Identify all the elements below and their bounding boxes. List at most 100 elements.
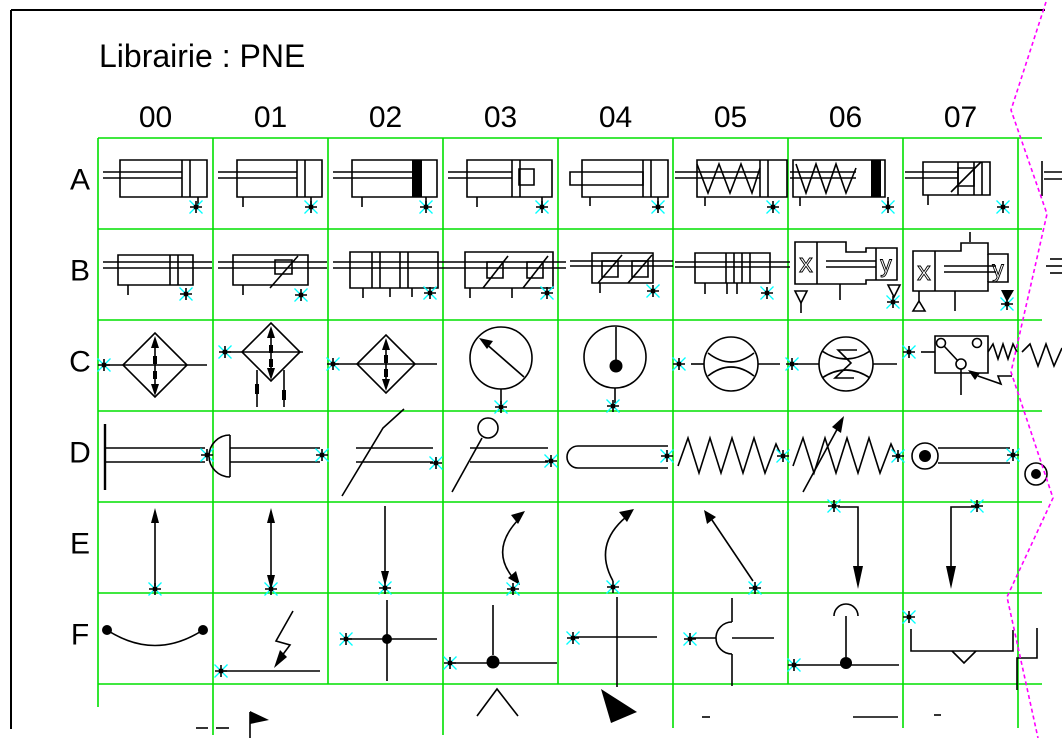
cell-D07[interactable] <box>911 442 1021 470</box>
cell-G04 <box>601 689 637 723</box>
cell-C06[interactable] <box>784 336 898 392</box>
insertion-marker <box>428 455 444 471</box>
cell-B04[interactable] <box>570 252 673 299</box>
cell-A04[interactable] <box>569 159 669 215</box>
cell-A02[interactable] <box>333 159 438 215</box>
insertion-marker <box>995 199 1011 215</box>
insertion-marker <box>901 609 917 625</box>
cell-C00[interactable] <box>96 331 208 399</box>
cell-D02[interactable] <box>341 408 444 497</box>
slot-actuator-icon <box>566 445 668 469</box>
cell-A06[interactable] <box>790 159 896 215</box>
cell-F00[interactable] <box>102 625 208 647</box>
cell-A00[interactable] <box>103 159 208 215</box>
cell-C08 <box>1021 341 1062 369</box>
insertion-marker <box>303 199 319 215</box>
cell-D00[interactable] <box>103 424 215 490</box>
insertion-marker <box>671 356 687 372</box>
filter-diamond-icon <box>333 333 437 395</box>
insertion-marker <box>759 285 775 301</box>
cell-A03[interactable] <box>448 159 553 215</box>
cell-F02[interactable] <box>338 600 438 681</box>
cell-E00[interactable] <box>147 508 163 597</box>
column-header-06: 06 <box>829 101 862 134</box>
cell-C01[interactable] <box>217 321 304 407</box>
cell-F03[interactable] <box>442 605 558 671</box>
insertion-marker <box>188 199 204 215</box>
cylinder-double-rod-adjustable-cushion-icon <box>570 252 673 293</box>
cell-C05[interactable] <box>671 336 781 392</box>
cell-D03[interactable] <box>451 417 559 493</box>
insertion-marker <box>199 447 215 463</box>
cell-B00[interactable] <box>103 254 212 302</box>
cell-E03[interactable] <box>501 511 525 597</box>
cell-A01[interactable] <box>218 159 323 215</box>
column-header-05: 05 <box>714 101 747 134</box>
flexible-hose-icon <box>102 625 208 647</box>
cell-G01 <box>196 711 269 738</box>
insertion-marker <box>775 448 791 464</box>
cell-E04[interactable] <box>604 509 634 595</box>
cell-D05[interactable] <box>677 435 791 476</box>
cell-D04[interactable] <box>566 445 675 469</box>
cell-B01[interactable] <box>218 254 327 303</box>
cell-D06[interactable] <box>792 416 906 493</box>
cell-A07[interactable] <box>905 161 1011 215</box>
insertion-marker <box>422 285 438 301</box>
cell-B08 <box>1046 258 1062 274</box>
insertion-marker <box>96 357 112 373</box>
insertion-marker <box>213 663 229 679</box>
cell-C03[interactable] <box>469 326 533 415</box>
insertion-marker <box>147 581 163 597</box>
insertion-marker <box>605 398 621 414</box>
row-label-A: A <box>70 164 90 197</box>
row-label-B: B <box>70 255 90 288</box>
cylinder-spring-return-magnetic-icon <box>790 159 889 206</box>
insertion-marker <box>765 199 781 215</box>
cell-B02[interactable] <box>333 251 448 301</box>
cell-F07[interactable] <box>901 609 1014 665</box>
insertion-marker <box>418 199 434 215</box>
insertion-marker <box>650 199 666 215</box>
caret-fragment-icon <box>476 687 519 717</box>
cell-F04[interactable] <box>565 597 658 687</box>
cell-B03[interactable] <box>448 251 566 301</box>
cell-D01[interactable] <box>208 434 330 478</box>
cylinder-fragment-icon <box>1041 161 1062 196</box>
insertion-marker <box>645 283 661 299</box>
insertion-marker <box>1005 447 1021 463</box>
cylinder-spring-return-icon <box>675 159 788 206</box>
electric-signal-arrow-icon <box>222 610 320 672</box>
cell-F05[interactable] <box>682 598 775 686</box>
cell-F01[interactable] <box>213 610 321 679</box>
insertion-marker <box>999 296 1015 312</box>
column-header-01: 01 <box>254 101 287 134</box>
flow-meter-totalizer-icon <box>795 336 897 392</box>
port-label-y: y <box>880 251 892 277</box>
insertion-marker <box>826 498 842 514</box>
cell-C04[interactable] <box>583 325 647 414</box>
insertion-marker <box>786 657 802 673</box>
cell-E06[interactable] <box>826 498 864 590</box>
flow-meter-icon <box>691 336 780 392</box>
cell-C02[interactable] <box>325 333 438 395</box>
row-label-E: E <box>70 528 90 561</box>
cell-B05[interactable] <box>675 252 790 301</box>
insertion-marker <box>217 344 233 360</box>
cell-E07[interactable] <box>946 498 985 590</box>
row-label-C: C <box>69 346 91 379</box>
arrow-double-vertical-icon <box>267 508 275 590</box>
cell-A05[interactable] <box>675 159 788 215</box>
roller-actuator-icon <box>911 442 1010 470</box>
cell-E02[interactable] <box>377 506 393 596</box>
bracket-fragment-icon <box>1016 628 1038 690</box>
cell-E05[interactable] <box>704 510 763 596</box>
cell-F06[interactable] <box>786 603 900 673</box>
cell-E01[interactable] <box>263 508 279 597</box>
insertion-marker <box>890 448 906 464</box>
cell-C07[interactable] <box>901 335 1018 395</box>
